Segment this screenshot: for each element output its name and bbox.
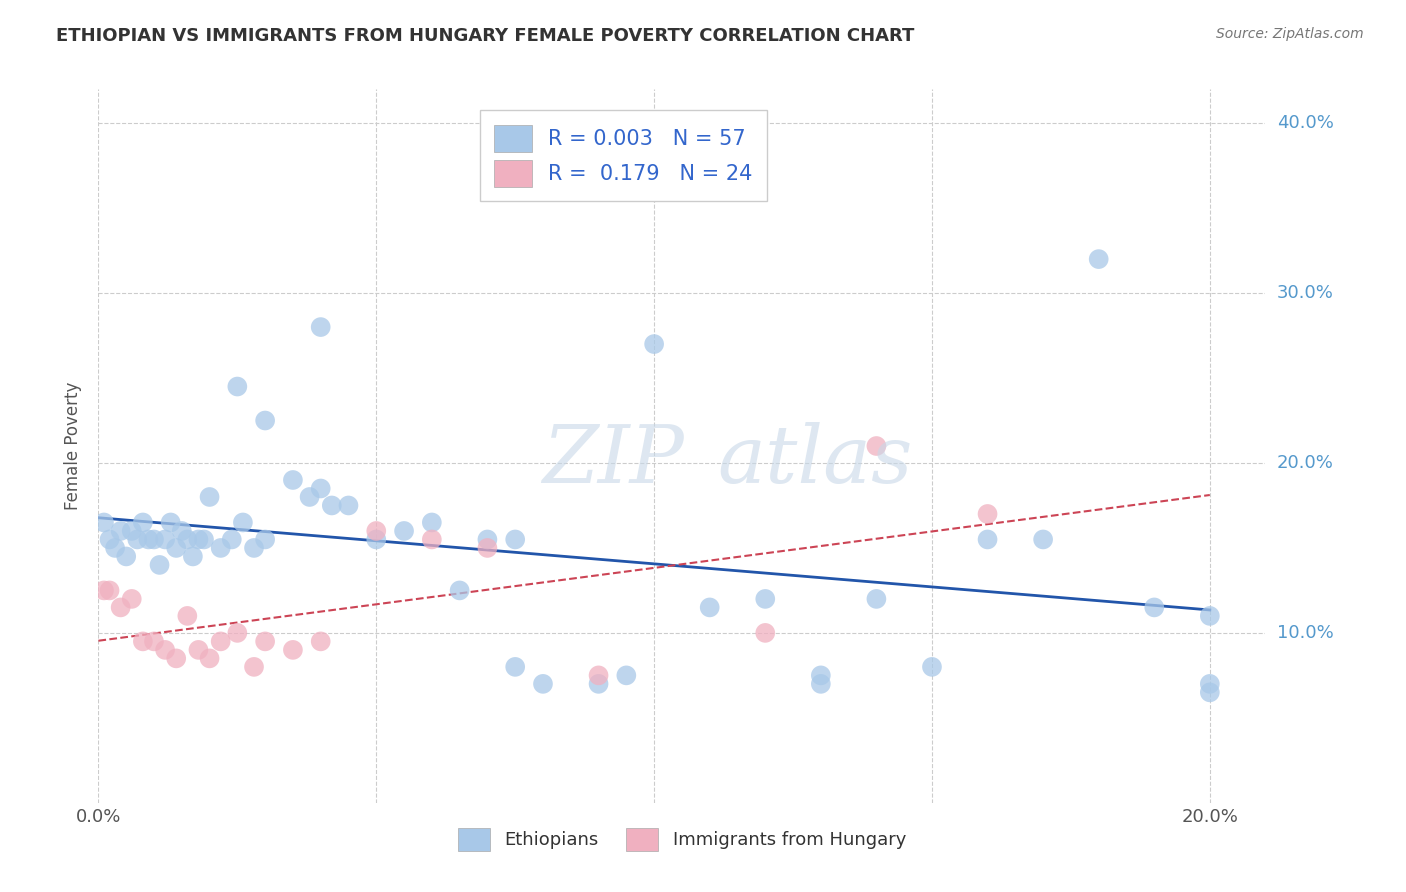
Point: [143, 533, 166, 547]
Point: [588, 668, 610, 682]
Point: [115, 549, 138, 564]
Point: [281, 643, 304, 657]
Point: [254, 533, 277, 547]
Text: 30.0%: 30.0%: [1277, 284, 1334, 302]
Point: [477, 533, 499, 547]
Point: [309, 482, 332, 496]
Point: [132, 516, 155, 530]
Point: [93, 583, 115, 598]
Point: [321, 499, 343, 513]
Point: [588, 677, 610, 691]
Point: [614, 668, 637, 682]
Point: [865, 591, 887, 606]
Point: [865, 439, 887, 453]
Point: [366, 533, 388, 547]
Point: [193, 533, 215, 547]
Text: ZIP: ZIP: [541, 422, 683, 499]
Point: [1198, 685, 1220, 699]
Point: [281, 473, 304, 487]
Point: [643, 337, 665, 351]
Point: [221, 533, 243, 547]
Point: [1032, 533, 1054, 547]
Text: 40.0%: 40.0%: [1277, 114, 1334, 132]
Point: [754, 591, 776, 606]
Point: [243, 541, 266, 555]
Text: 20.0%: 20.0%: [1277, 454, 1334, 472]
Text: atlas: atlas: [717, 422, 912, 499]
Point: [531, 677, 554, 691]
Point: [143, 634, 166, 648]
Point: [232, 516, 254, 530]
Point: [165, 651, 187, 665]
Point: [921, 660, 943, 674]
Point: [98, 583, 121, 598]
Point: [121, 591, 143, 606]
Point: [153, 643, 176, 657]
Point: [148, 558, 170, 572]
Point: [187, 643, 209, 657]
Point: [420, 533, 443, 547]
Point: [1198, 608, 1220, 623]
Point: [699, 600, 721, 615]
Point: [127, 533, 149, 547]
Y-axis label: Female Poverty: Female Poverty: [65, 382, 83, 510]
Point: [1198, 677, 1220, 691]
Point: [254, 634, 277, 648]
Point: [170, 524, 193, 538]
Point: [110, 524, 132, 538]
Point: [477, 541, 499, 555]
Point: [503, 533, 526, 547]
Point: [209, 634, 232, 648]
Point: [366, 524, 388, 538]
Point: [138, 533, 160, 547]
Point: [176, 533, 198, 547]
Text: 10.0%: 10.0%: [1277, 624, 1334, 642]
Point: [226, 626, 249, 640]
Point: [243, 660, 266, 674]
Point: [1087, 252, 1109, 266]
Point: [810, 677, 832, 691]
Point: [98, 533, 121, 547]
Point: [176, 608, 198, 623]
Point: [976, 533, 998, 547]
Point: [449, 583, 471, 598]
Text: ETHIOPIAN VS IMMIGRANTS FROM HUNGARY FEMALE POVERTY CORRELATION CHART: ETHIOPIAN VS IMMIGRANTS FROM HUNGARY FEM…: [56, 27, 915, 45]
Point: [1143, 600, 1166, 615]
Point: [93, 516, 115, 530]
Point: [198, 651, 221, 665]
Point: [254, 413, 277, 427]
Point: [165, 541, 187, 555]
Point: [132, 634, 155, 648]
Point: [110, 600, 132, 615]
Point: [209, 541, 232, 555]
Point: [121, 524, 143, 538]
Point: [159, 516, 181, 530]
Point: [392, 524, 415, 538]
Point: [810, 668, 832, 682]
Point: [420, 516, 443, 530]
Point: [309, 634, 332, 648]
Point: [187, 533, 209, 547]
Point: [309, 320, 332, 334]
Point: [754, 626, 776, 640]
Point: [976, 507, 998, 521]
Legend: Ethiopians, Immigrants from Hungary: Ethiopians, Immigrants from Hungary: [450, 821, 914, 858]
Point: [181, 549, 204, 564]
Point: [503, 660, 526, 674]
Point: [226, 379, 249, 393]
Point: [104, 541, 127, 555]
Text: Source: ZipAtlas.com: Source: ZipAtlas.com: [1216, 27, 1364, 41]
Point: [153, 533, 176, 547]
Point: [337, 499, 360, 513]
Point: [298, 490, 321, 504]
Point: [198, 490, 221, 504]
